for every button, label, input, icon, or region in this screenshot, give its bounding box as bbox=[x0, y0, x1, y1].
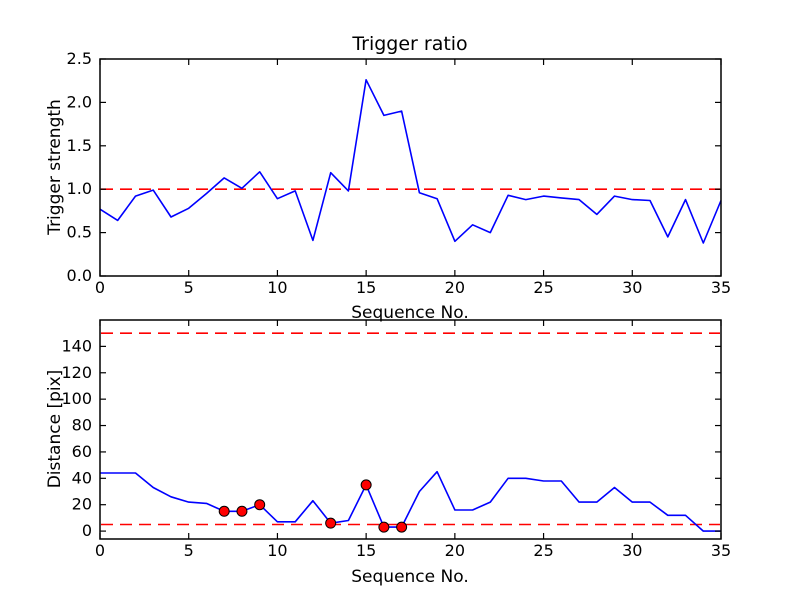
x-tick-label: 15 bbox=[356, 541, 376, 560]
bottom-y-axis-label: Distance [pix] bbox=[45, 369, 65, 489]
x-tick-label: 15 bbox=[356, 278, 376, 297]
x-tick-label: 35 bbox=[711, 541, 731, 560]
x-tick-label: 25 bbox=[533, 541, 553, 560]
data-point-marker bbox=[254, 499, 266, 511]
plot-border bbox=[99, 58, 722, 277]
series-line bbox=[100, 470, 721, 532]
y-tick-label: 40 bbox=[72, 468, 92, 487]
top-x-axis-label: Sequence No. bbox=[351, 303, 469, 323]
y-tick-label: 60 bbox=[72, 442, 92, 461]
data-point-marker bbox=[218, 505, 230, 517]
x-tick-label: 35 bbox=[711, 278, 731, 297]
y-tick-label: 1.5 bbox=[67, 136, 92, 155]
x-tick-label: 30 bbox=[622, 278, 642, 297]
x-tick-label: 5 bbox=[184, 541, 194, 560]
y-tick-label: 140 bbox=[61, 336, 92, 355]
x-tick-label: 20 bbox=[445, 278, 465, 297]
x-tick-label: 0 bbox=[95, 278, 105, 297]
y-tick-label: 0.0 bbox=[67, 266, 92, 285]
x-tick-label: 25 bbox=[533, 278, 553, 297]
data-point-marker bbox=[360, 479, 372, 491]
y-tick-label: 0 bbox=[82, 521, 92, 540]
x-tick-label: 20 bbox=[445, 541, 465, 560]
y-tick-label: 100 bbox=[61, 389, 92, 408]
y-tick-label: 1.0 bbox=[67, 179, 92, 198]
data-point-marker bbox=[396, 521, 408, 533]
y-tick-label: 20 bbox=[72, 495, 92, 514]
series-line bbox=[99, 79, 722, 244]
chart-title: Trigger ratio bbox=[352, 33, 468, 55]
y-tick-label: 2.5 bbox=[67, 49, 92, 68]
x-tick-label: 10 bbox=[267, 541, 287, 560]
data-point-marker bbox=[378, 521, 390, 533]
bottom-x-axis-label: Sequence No. bbox=[351, 567, 469, 587]
top-y-axis-label: Trigger strength bbox=[45, 99, 65, 235]
x-tick-label: 10 bbox=[267, 278, 287, 297]
x-tick-label: 5 bbox=[184, 278, 194, 297]
plot-border bbox=[99, 319, 722, 540]
data-point-marker bbox=[236, 505, 248, 517]
x-tick-label: 0 bbox=[95, 541, 105, 560]
x-tick-label: 30 bbox=[622, 541, 642, 560]
y-tick-label: 2.0 bbox=[67, 92, 92, 111]
y-tick-label: 0.5 bbox=[67, 223, 92, 242]
data-point-marker bbox=[325, 517, 337, 529]
y-tick-label: 80 bbox=[72, 416, 92, 435]
y-tick-label: 120 bbox=[61, 363, 92, 382]
